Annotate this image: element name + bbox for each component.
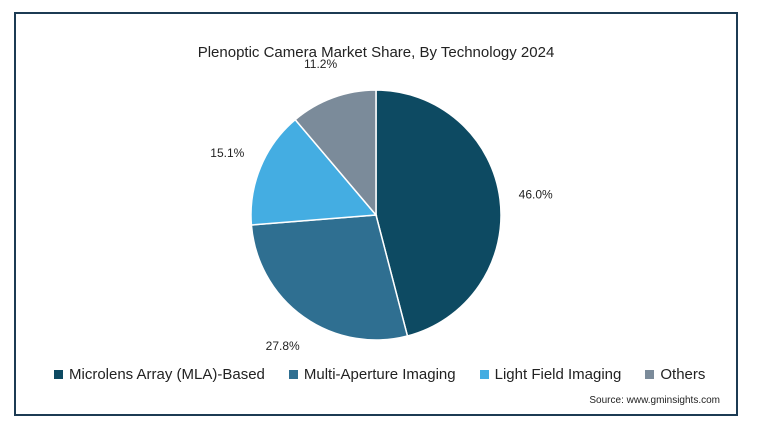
legend-item-others: Others bbox=[645, 366, 705, 383]
pie-slice-microlens-array-mla-based bbox=[375, 89, 502, 337]
chart-title: Plenoptic Camera Market Share, By Techno… bbox=[197, 44, 555, 61]
legend-item-light-field: Light Field Imaging bbox=[479, 366, 622, 383]
legend-label: Microlens Array (MLA)-Based bbox=[69, 366, 265, 383]
legend-item-mla: Microlens Array (MLA)-Based bbox=[54, 366, 265, 383]
slice-value-label: 46.0% bbox=[519, 188, 553, 202]
legend-label: Light Field Imaging bbox=[494, 366, 622, 383]
legend-swatch bbox=[54, 370, 63, 379]
slice-value-label: 15.1% bbox=[210, 146, 244, 160]
pie-slice-others bbox=[294, 89, 377, 218]
source-note: Source: www.gminsights.com bbox=[589, 395, 720, 406]
pie-slice-light-field-imaging bbox=[250, 118, 378, 226]
legend-item-multi-aperture: Multi-Aperture Imaging bbox=[288, 366, 456, 383]
legend-label: Others bbox=[660, 366, 706, 383]
pie-slice-multi-aperture-imaging bbox=[250, 214, 409, 341]
slice-value-label: 11.2% bbox=[304, 57, 337, 71]
chart-frame: Plenoptic Camera Market Share, By Techno… bbox=[14, 12, 738, 416]
chart-legend: Microlens Array (MLA)-Based Multi-Apertu… bbox=[54, 366, 705, 383]
legend-swatch bbox=[288, 370, 298, 379]
legend-swatch bbox=[479, 370, 489, 379]
slice-value-label: 27.8% bbox=[266, 339, 300, 353]
pie-chart: 46.0% 27.8% 15.1% 11.2% bbox=[210, 57, 553, 353]
legend-swatch bbox=[645, 370, 655, 379]
legend-label: Multi-Aperture Imaging bbox=[303, 366, 456, 383]
